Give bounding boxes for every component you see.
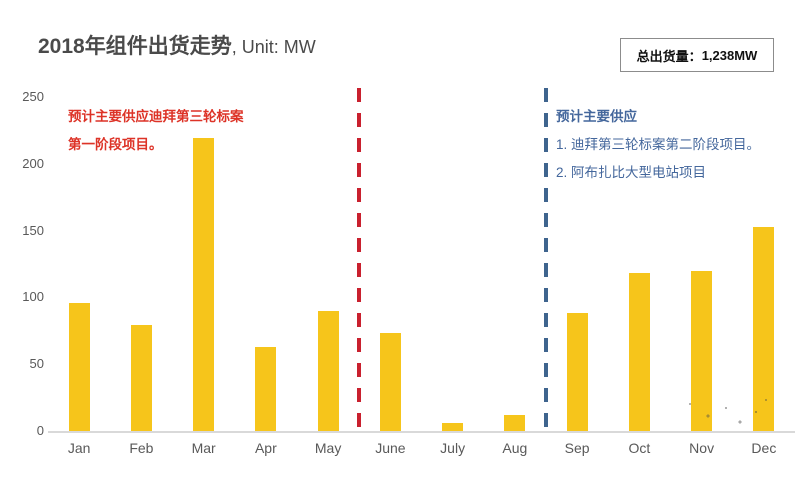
bar-slot-nov [671,97,733,431]
y-tick-label-100: 100 [22,289,44,304]
total-badge-label: 总出货量： [636,48,702,64]
divider-line-after-may [357,88,361,436]
page-title: 2018年组件出货走势, Unit: MW [38,30,316,60]
x-tick-label-nov: Nov [689,440,715,456]
bar-slot-apr [235,97,297,431]
x-tick-label-jan: Jan [67,440,91,456]
x-tick-label-oct: Oct [628,440,651,456]
y-tick-label-150: 150 [22,223,44,238]
bar-slot-mar [173,97,235,431]
plot-area [48,97,795,431]
y-tick-label-50: 50 [29,356,44,371]
bar-slot-sep [546,97,608,431]
x-axis-labels: Jan Feb Mar Apr May June July Aug Sep Oct Nov Dec [48,440,795,456]
x-tick-label-june: June [375,440,406,456]
annotation-red-line-1: 预计主要供应迪拜第三轮标案 [68,109,244,124]
bar-slot-aug [484,97,546,431]
x-tick-label-mar: Mar [191,440,216,456]
bar-slot-dec [733,97,795,431]
bar-slot-jan [48,97,110,431]
bar-nov [691,271,713,431]
x-tick-label-aug: Aug [502,440,528,456]
y-tick-label-200: 200 [22,156,44,171]
annotation-dubai-phase1: 预计主要供应迪拜第三轮标案 第一阶段项目。 [68,103,244,159]
annotation-blue-item-1: 1. 迪拜第三轮标案第二阶段项目。 [556,137,761,152]
bar-may [317,311,339,431]
bar-aug [504,415,526,431]
bar-feb [130,325,152,431]
page-title-text: 2018年组件出货走势 [38,35,232,58]
bar-slot-may [297,97,359,431]
x-tick-label-sep: Sep [564,440,590,456]
bar-slot-oct [608,97,670,431]
bar-slot-july [422,97,484,431]
x-tick-label-dec: Dec [751,440,777,456]
bar-june [379,333,401,431]
x-tick-label-may: May [314,440,342,456]
total-badge-value: 1,238MW [701,47,758,63]
bar-july [442,423,464,431]
annotation-blue-item-2: 2. 阿布扎比大型电站项目 [556,165,707,180]
bar-oct [628,273,650,431]
bar-dec [753,227,775,431]
total-shipment-badge: 总出货量： 1,238MW [620,38,774,72]
x-tick-label-july: July [440,440,466,456]
bar-slot-june [359,97,421,431]
annotation-red-line-2: 第一阶段项目。 [68,137,163,152]
bar-jan [68,303,90,431]
divider-line-after-aug [544,88,548,436]
y-tick-label-0: 0 [36,423,44,438]
bar-apr [255,347,277,431]
x-axis-line [48,431,795,433]
y-tick-label-250: 250 [22,89,44,104]
bar-slot-feb [110,97,172,431]
annotation-blue-title: 预计主要供应 [556,109,637,124]
bar-mar [193,138,215,431]
annotation-supply-plan: 预计主要供应 1. 迪拜第三轮标案第二阶段项目。 2. 阿布扎比大型电站项目 [556,103,760,187]
page-title-unit: , Unit: MW [231,37,316,57]
bar-sep [566,313,588,431]
x-tick-label-feb: Feb [129,440,154,456]
x-tick-label-apr: Apr [254,440,277,456]
